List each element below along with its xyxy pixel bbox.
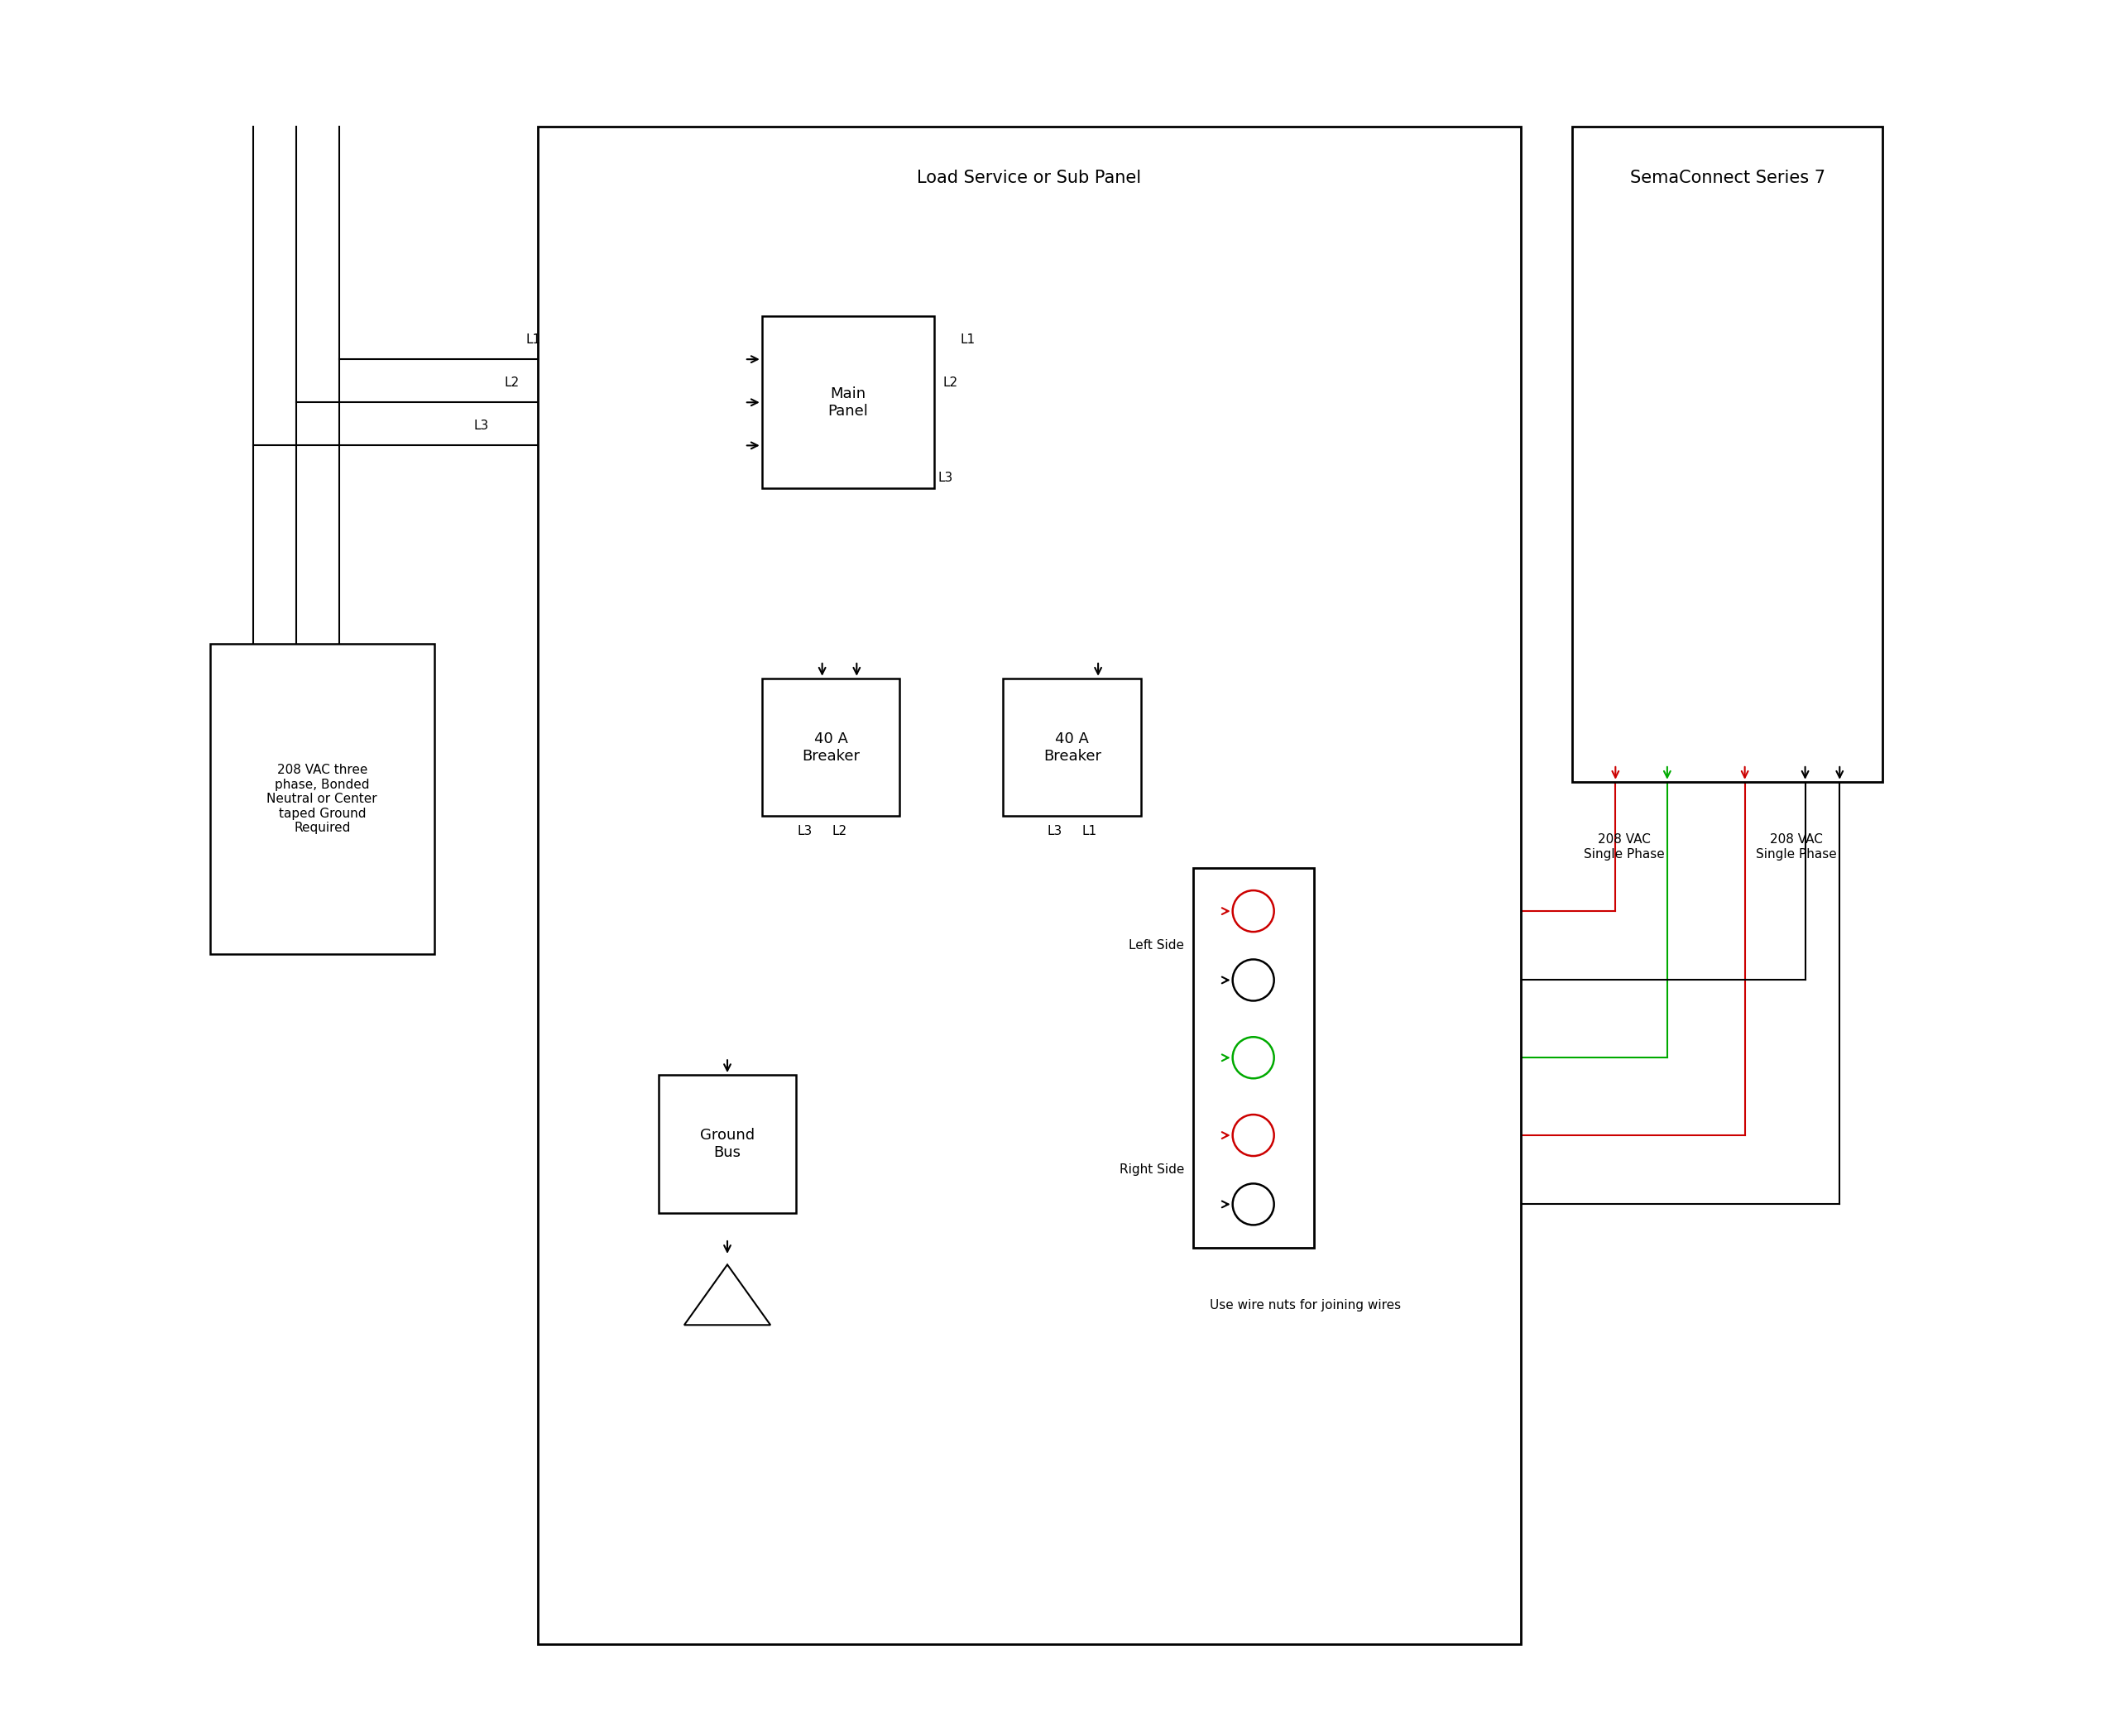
Text: L1: L1	[525, 333, 540, 345]
Text: L2: L2	[943, 377, 958, 389]
Text: Load Service or Sub Panel: Load Service or Sub Panel	[918, 170, 1142, 186]
Text: Right Side: Right Side	[1120, 1163, 1184, 1175]
Text: Left Side: Left Side	[1129, 939, 1184, 951]
Text: 40 A
Breaker: 40 A Breaker	[1042, 731, 1101, 764]
Text: L3: L3	[1047, 825, 1063, 837]
Bar	[762, 679, 899, 816]
Bar	[211, 644, 435, 955]
Text: 40 A
Breaker: 40 A Breaker	[802, 731, 859, 764]
Circle shape	[1232, 960, 1274, 1000]
Bar	[658, 1075, 795, 1213]
Text: L3: L3	[798, 825, 812, 837]
Text: L3: L3	[937, 472, 954, 484]
Text: SemaConnect Series 7: SemaConnect Series 7	[1629, 170, 1825, 186]
Text: Main
Panel: Main Panel	[827, 387, 869, 418]
Text: L2: L2	[831, 825, 846, 837]
Text: Ground
Bus: Ground Bus	[701, 1128, 755, 1160]
Text: 208 VAC three
phase, Bonded
Neutral or Center
taped Ground
Required: 208 VAC three phase, Bonded Neutral or C…	[266, 764, 378, 833]
Text: L1: L1	[960, 333, 975, 345]
Circle shape	[1232, 1036, 1274, 1078]
Circle shape	[1232, 1184, 1274, 1226]
Text: 208 VAC
Single Phase: 208 VAC Single Phase	[1756, 833, 1838, 861]
Circle shape	[1232, 891, 1274, 932]
Bar	[1192, 868, 1315, 1248]
Bar	[1002, 679, 1142, 816]
Bar	[1572, 127, 1882, 781]
Text: L1: L1	[1082, 825, 1097, 837]
Bar	[762, 316, 935, 488]
Text: L3: L3	[475, 420, 490, 432]
Text: Use wire nuts for joining wires: Use wire nuts for joining wires	[1209, 1299, 1401, 1311]
Text: 208 VAC
Single Phase: 208 VAC Single Phase	[1585, 833, 1665, 861]
Circle shape	[1232, 1115, 1274, 1156]
Text: L2: L2	[504, 377, 519, 389]
Bar	[538, 127, 1521, 1644]
